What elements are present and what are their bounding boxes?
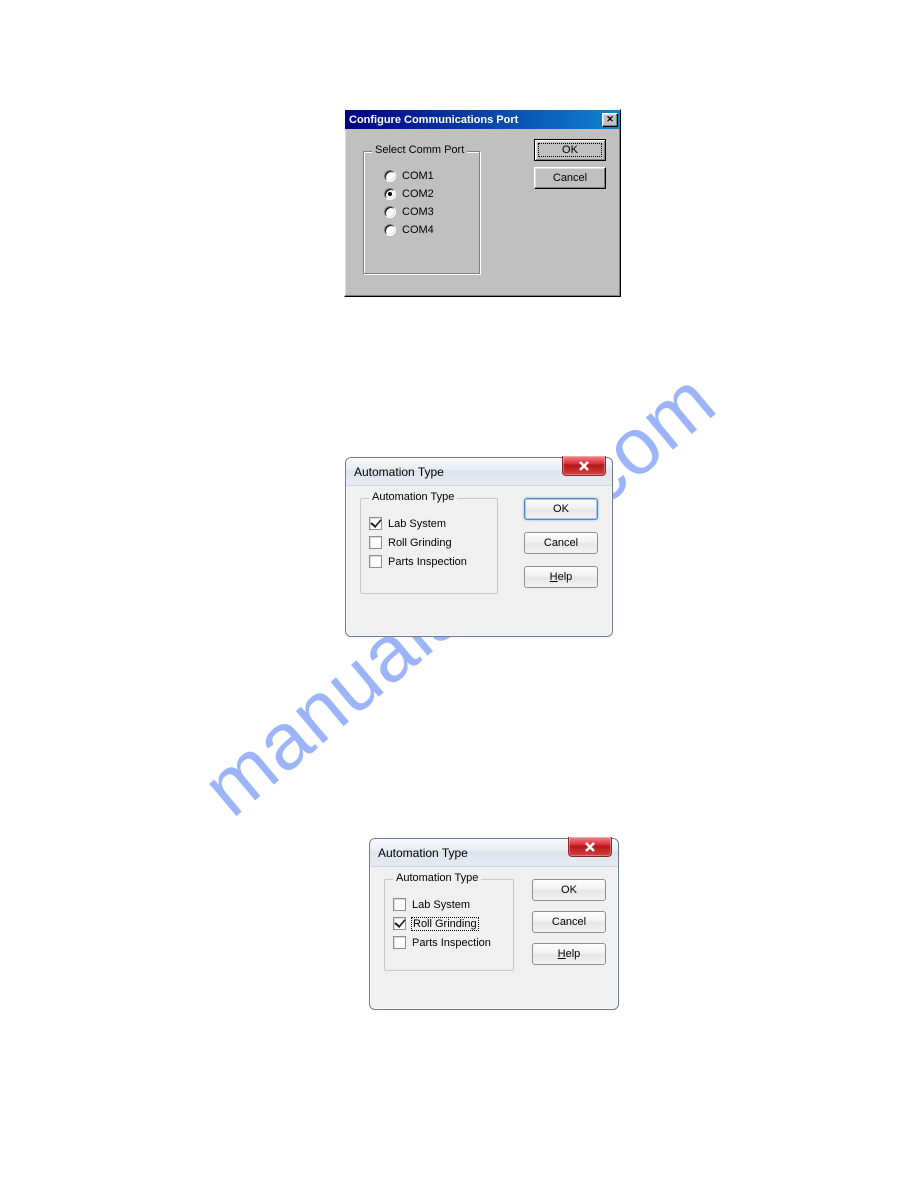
close-icon[interactable] (568, 837, 612, 857)
groupbox1-title: Select Comm Port (372, 144, 467, 156)
groupbox2-title: Automation Type (369, 491, 457, 503)
radio-icon (384, 224, 396, 236)
checkbox-parts-inspection[interactable]: Parts Inspection (369, 555, 489, 568)
cancel-button[interactable]: Cancel (532, 911, 606, 933)
checkbox-lab-system[interactable]: Lab System (369, 517, 489, 530)
ok-button[interactable]: OK (534, 139, 606, 161)
dialog3-title: Automation Type (378, 846, 468, 860)
checkbox-icon (393, 936, 406, 949)
checkbox-lab-system[interactable]: Lab System (393, 898, 505, 911)
checkbox-icon (393, 917, 406, 930)
checkbox-label: Parts Inspection (412, 937, 491, 949)
help-button[interactable]: Help (524, 566, 598, 588)
radio-label: COM2 (402, 188, 434, 200)
dialog2-title: Automation Type (354, 465, 444, 479)
radio-icon (384, 170, 396, 182)
radio-label: COM4 (402, 224, 434, 236)
checkbox-label: Lab System (412, 899, 470, 911)
checkbox-roll-grinding[interactable]: Roll Grinding (393, 917, 505, 930)
radio-label: COM3 (402, 206, 434, 218)
dialog1-title: Configure Communications Port (349, 114, 602, 126)
checkbox-label: Roll Grinding (412, 918, 478, 930)
dialog2-body: Automation Type Lab System Roll Grinding… (346, 486, 612, 636)
radio-icon (384, 206, 396, 218)
checkbox-parts-inspection[interactable]: Parts Inspection (393, 936, 505, 949)
cancel-button[interactable]: Cancel (534, 167, 606, 189)
checkbox-label: Parts Inspection (388, 556, 467, 568)
help-button[interactable]: Help (532, 943, 606, 965)
cancel-button[interactable]: Cancel (524, 532, 598, 554)
dialog1-titlebar: Configure Communications Port ✕ (345, 110, 620, 129)
dialog3-titlebar: Automation Type (370, 839, 618, 867)
dialog3-body: Automation Type Lab System Roll Grinding… (370, 867, 618, 1009)
close-icon[interactable]: ✕ (602, 113, 618, 127)
checkbox-label: Lab System (388, 518, 446, 530)
checkbox-icon (369, 555, 382, 568)
radio-label: COM1 (402, 170, 434, 182)
automation-type-dialog-1: Automation Type Automation Type Lab Syst… (345, 457, 613, 637)
radio-icon (384, 188, 396, 200)
checkbox-label: Roll Grinding (388, 537, 452, 549)
dialog2-titlebar: Automation Type (346, 458, 612, 486)
checkbox-roll-grinding[interactable]: Roll Grinding (369, 536, 489, 549)
radio-com3[interactable]: COM3 (384, 206, 480, 218)
radio-com4[interactable]: COM4 (384, 224, 480, 236)
radio-com2[interactable]: COM2 (384, 188, 480, 200)
checkbox-icon (369, 517, 382, 530)
groupbox3-title: Automation Type (393, 872, 481, 884)
checkbox-icon (393, 898, 406, 911)
automation-type-dialog-2: Automation Type Automation Type Lab Syst… (369, 838, 619, 1010)
dialog1-body: Select Comm Port COM1 COM2 COM3 COM4 (345, 129, 620, 296)
close-icon[interactable] (562, 456, 606, 476)
radio-com1[interactable]: COM1 (384, 170, 480, 182)
automation-type-group: Automation Type Lab System Roll Grinding… (384, 879, 514, 971)
checkbox-icon (369, 536, 382, 549)
configure-comm-port-dialog: Configure Communications Port ✕ Select C… (344, 109, 621, 297)
automation-type-group: Automation Type Lab System Roll Grinding… (360, 498, 498, 594)
select-comm-port-group: Select Comm Port COM1 COM2 COM3 COM4 (363, 151, 481, 275)
ok-button[interactable]: OK (532, 879, 606, 901)
ok-button[interactable]: OK (524, 498, 598, 520)
